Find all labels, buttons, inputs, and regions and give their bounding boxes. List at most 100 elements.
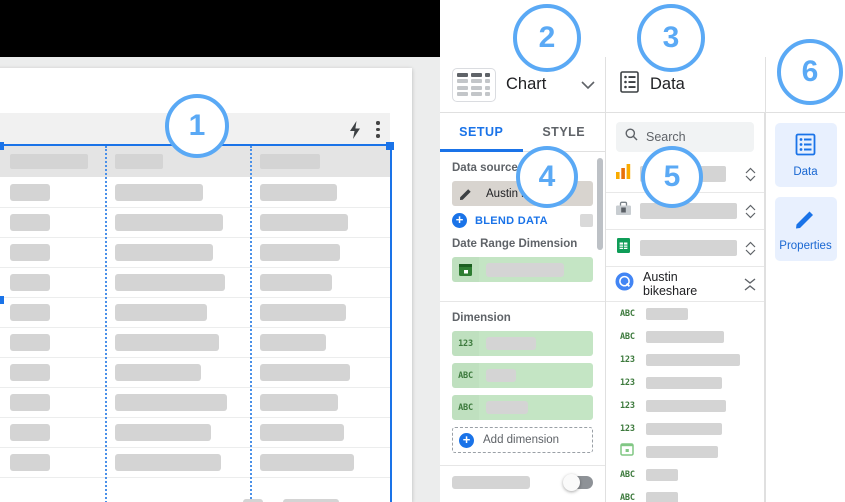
field-name-placeholder [646, 491, 678, 502]
data-source-icon [620, 71, 639, 98]
table-row[interactable] [0, 267, 390, 298]
column-guide [250, 146, 252, 502]
chart-type-icon [452, 67, 496, 102]
field-row[interactable]: 123 [606, 417, 764, 440]
table-cell [250, 357, 390, 387]
table-cell [250, 417, 390, 447]
lightning-bolt-icon[interactable] [348, 120, 362, 139]
field-name-placeholder [646, 376, 722, 389]
chevron-down-icon[interactable] [581, 78, 595, 92]
table-cell [0, 417, 105, 447]
dimension-chip[interactable]: ABC [452, 395, 593, 420]
dimension-section: Dimension 123 ABC ABC + Add dimension [440, 302, 605, 466]
selection-handle-top-right[interactable] [386, 142, 394, 150]
field-row[interactable]: ABC [606, 463, 764, 486]
field-row[interactable]: ABC [606, 486, 764, 502]
date-range-chip[interactable] [452, 257, 593, 282]
stepper-icon[interactable] [745, 204, 756, 219]
field-row[interactable]: ABC [606, 302, 764, 325]
active-data-source-label: Austin bikeshare [643, 270, 698, 298]
table-cell [0, 447, 105, 477]
date-range-value [479, 257, 593, 282]
setup-toggle-row[interactable] [440, 466, 605, 499]
table-cell [105, 237, 250, 267]
field-row[interactable]: 123 [606, 348, 764, 371]
table-cell [0, 327, 105, 357]
data-source-title: Data source [452, 162, 518, 174]
field-row[interactable] [606, 440, 764, 463]
pagination-next-button[interactable]: › [368, 498, 382, 502]
stepper-icon[interactable] [745, 167, 756, 182]
pencil-icon [794, 207, 817, 235]
blend-data-row[interactable]: + BLEND DATA [452, 213, 593, 228]
chart-type-selector[interactable]: Chart [440, 57, 605, 113]
rail-label-properties: Properties [779, 239, 832, 252]
plus-circle-icon: + [452, 213, 467, 228]
window-chrome-band [0, 0, 440, 57]
dimension-value [479, 363, 593, 388]
table-cell [250, 387, 390, 417]
table-header-cell [250, 146, 390, 177]
toggle-label-placeholder [452, 476, 530, 489]
field-row[interactable]: 123 [606, 394, 764, 417]
table-row[interactable] [0, 237, 390, 268]
table-row[interactable] [0, 297, 390, 328]
callout-badge-6: 6 [777, 39, 843, 105]
data-panel-label: Data [650, 75, 685, 93]
add-dimension-button[interactable]: + Add dimension [452, 427, 593, 453]
field-type-badge: 123 [620, 377, 635, 388]
active-data-source-row[interactable]: Austin bikeshare [606, 267, 764, 302]
rail-button-data[interactable]: Data [774, 123, 837, 187]
table-cell [250, 207, 390, 237]
table-row[interactable] [0, 447, 390, 478]
dimension-chip[interactable]: 123 [452, 331, 593, 356]
field-type-badge: ABC [620, 331, 635, 342]
field-name-placeholder [646, 445, 718, 458]
data-panel-icon [795, 133, 816, 161]
table-cell [0, 267, 105, 297]
field-name-placeholder [646, 307, 688, 320]
table-row[interactable] [0, 327, 390, 358]
stepper-icon[interactable] [745, 241, 756, 256]
table-cell [105, 207, 250, 237]
tab-setup[interactable]: SETUP [440, 113, 523, 152]
table-row[interactable] [0, 177, 390, 208]
field-type-badge: 123 [620, 354, 635, 365]
table-row[interactable] [0, 387, 390, 418]
pagination-prev-button[interactable]: ‹ [347, 498, 361, 502]
selection-handle-mid-left[interactable] [0, 296, 4, 304]
data-source-row[interactable] [606, 230, 764, 267]
field-name-placeholder [646, 353, 740, 366]
tab-style[interactable]: STYLE [542, 125, 586, 139]
setup-style-tabs: SETUP STYLE [440, 113, 605, 152]
rail-button-properties[interactable]: Properties [774, 197, 837, 261]
rail-label-data: Data [793, 165, 818, 178]
callout-badge-2: 2 [513, 4, 581, 72]
field-row[interactable]: ABC [606, 325, 764, 348]
table-header-cell [105, 146, 250, 177]
kebab-menu-icon[interactable] [376, 121, 380, 139]
selection-handle-top-left[interactable] [0, 142, 4, 150]
setup-scrollbar[interactable] [597, 158, 603, 250]
table-row[interactable] [0, 207, 390, 238]
field-type-badge: ABC [452, 363, 479, 388]
data-source-section: Data source Austin b + BLEND DATA Date R… [440, 152, 605, 302]
field-type-badge: ABC [452, 395, 479, 420]
table-widget[interactable]: - ‹ › [0, 144, 392, 502]
table-cell [250, 297, 390, 327]
chart-type-label: Chart [506, 75, 547, 93]
field-name-placeholder [646, 399, 726, 412]
collapse-icon[interactable] [744, 277, 756, 291]
table-cell [105, 267, 250, 297]
panel-divider [765, 113, 766, 502]
table-row[interactable] [0, 417, 390, 448]
table-cell [0, 177, 105, 207]
pencil-icon[interactable] [452, 181, 479, 206]
callout-badge-5: 5 [641, 146, 703, 208]
dimension-chip[interactable]: ABC [452, 363, 593, 388]
field-row[interactable]: 123 [606, 371, 764, 394]
setup-toggle[interactable] [563, 473, 593, 491]
table-row[interactable] [0, 357, 390, 388]
table-cell [105, 417, 250, 447]
search-input[interactable]: Search [616, 122, 754, 152]
